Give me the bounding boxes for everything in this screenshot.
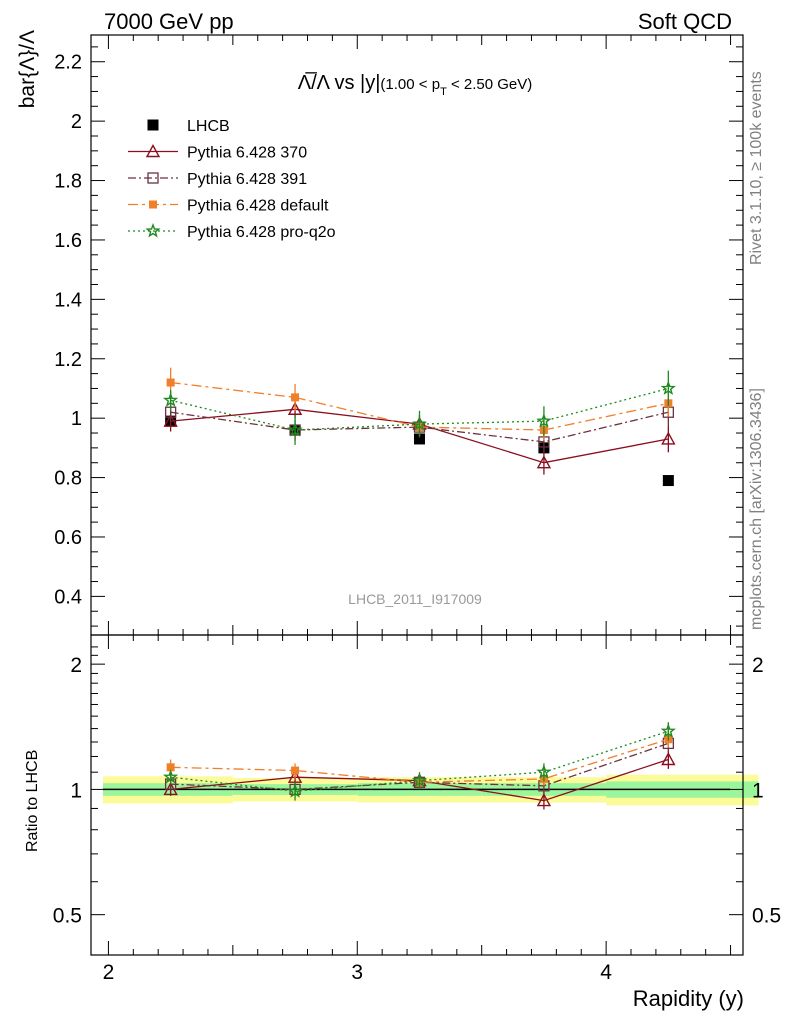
chart-title: Λ̅/Λ vs |y|(1.00 < pT < 2.50 GeV) [298,71,533,98]
legend-entry: Pythia 6.428 370 [128,144,307,162]
series-ratio-pythia-6.428-pro-q2o [162,722,676,801]
data-point [287,401,303,415]
data-point [662,475,674,487]
legend-entry: Pythia 6.428 pro-q2o [128,223,336,241]
data-point [291,766,300,775]
legend-label: Pythia 6.428 default [187,198,329,215]
rivet-label: Rivet 3.1.10, ≥ 100k events [748,71,765,265]
header-left-title: 7000 GeV pp [104,9,234,34]
ratio-frame [90,634,744,956]
y-axis-label: bar{Λ}/Λ [16,30,39,108]
x-tick-label: 3 [351,961,363,984]
legend-marker [147,172,159,184]
x-tick-label: 4 [600,961,612,984]
title-range: (1.00 < p [380,76,440,93]
data-point [291,393,300,402]
legend-label: Pythia 6.428 391 [187,171,307,188]
data-point [536,793,552,807]
legend-label: LHCB [187,118,230,135]
ratio-y-tick-label: 0.5 [53,905,82,928]
data-point [413,433,425,445]
data-point [162,769,179,784]
series-pythia-6.428-pro-q2o [162,370,676,445]
legend-entry: LHCB [147,118,230,135]
y-tick-label: 0.8 [54,468,82,490]
title-main: Λ̅/Λ vs |y| [298,71,381,94]
title-range-end: < 2.50 GeV) [447,76,532,93]
legend-marker [147,119,159,131]
ratio-panel: 0.5 0.5 1 1 2 2 [53,634,781,956]
data-point [287,783,303,798]
legend-marker [145,144,161,158]
ratio-y-tick-label: 1 [70,779,82,802]
data-point [163,413,178,427]
data-point [287,421,303,437]
series-line [170,411,669,443]
y-tick-label: 0.6 [54,527,82,549]
ratio-y-tick-label-right: 0.5 [752,905,781,928]
y-tick-label: 2 [71,111,82,133]
legend-entry: Pythia 6.428 391 [128,171,307,188]
data-point [162,392,179,407]
data-point [411,772,428,788]
ratio-y-tick-label-right: 1 [752,779,764,802]
data-point [660,723,676,738]
watermark: LHCB_2011_I917009 [348,591,482,607]
ratio-y-axis-label: Ratio to LHCB [24,750,41,852]
data-point [536,413,552,428]
legend-label: Pythia 6.428 370 [187,145,307,162]
data-point [166,378,175,387]
series-line [170,387,669,431]
legend-marker [149,200,157,209]
data-point [661,431,676,445]
y-tick-label: 2.2 [54,52,82,74]
data-point [536,764,552,779]
data-point [536,455,552,469]
title-sub: T [440,86,447,98]
data-point [166,763,175,772]
series-line [170,742,669,791]
mcplots-label: mcplots.cern.ch [arXiv:1306.3436] [748,388,765,630]
y-tick-label: 1.2 [54,349,82,371]
data-point [660,380,676,395]
legend: LHCB Pythia 6.428 370 Pythia 6.428 391 Pyth… [128,118,336,241]
y-tick-label: 1.8 [54,171,82,193]
header-right-title: Soft QCD [638,9,732,34]
data-point [661,752,676,766]
ratio-y-tick-label: 2 [70,654,82,677]
main-panel: 2 3 4 0.4 0.6 0.8 1 1.2 1.4 1.6 1.8 2 2.2 [54,34,744,984]
x-tick-label: 2 [103,961,115,984]
y-tick-label: 0.4 [54,586,82,608]
x-axis-label: Rapidity (y) [633,986,744,1011]
legend-marker [145,223,161,238]
ratio-y-tick-label-right: 2 [752,654,764,677]
data-point [287,769,303,783]
y-tick-label: 1.6 [54,230,82,252]
data-point [411,416,428,431]
legend-label: Pythia 6.428 pro-q2o [187,224,336,241]
y-tick-label: 1 [71,408,82,430]
legend-entry: Pythia 6.428 default [128,198,329,215]
y-tick-label: 1.4 [54,289,82,311]
